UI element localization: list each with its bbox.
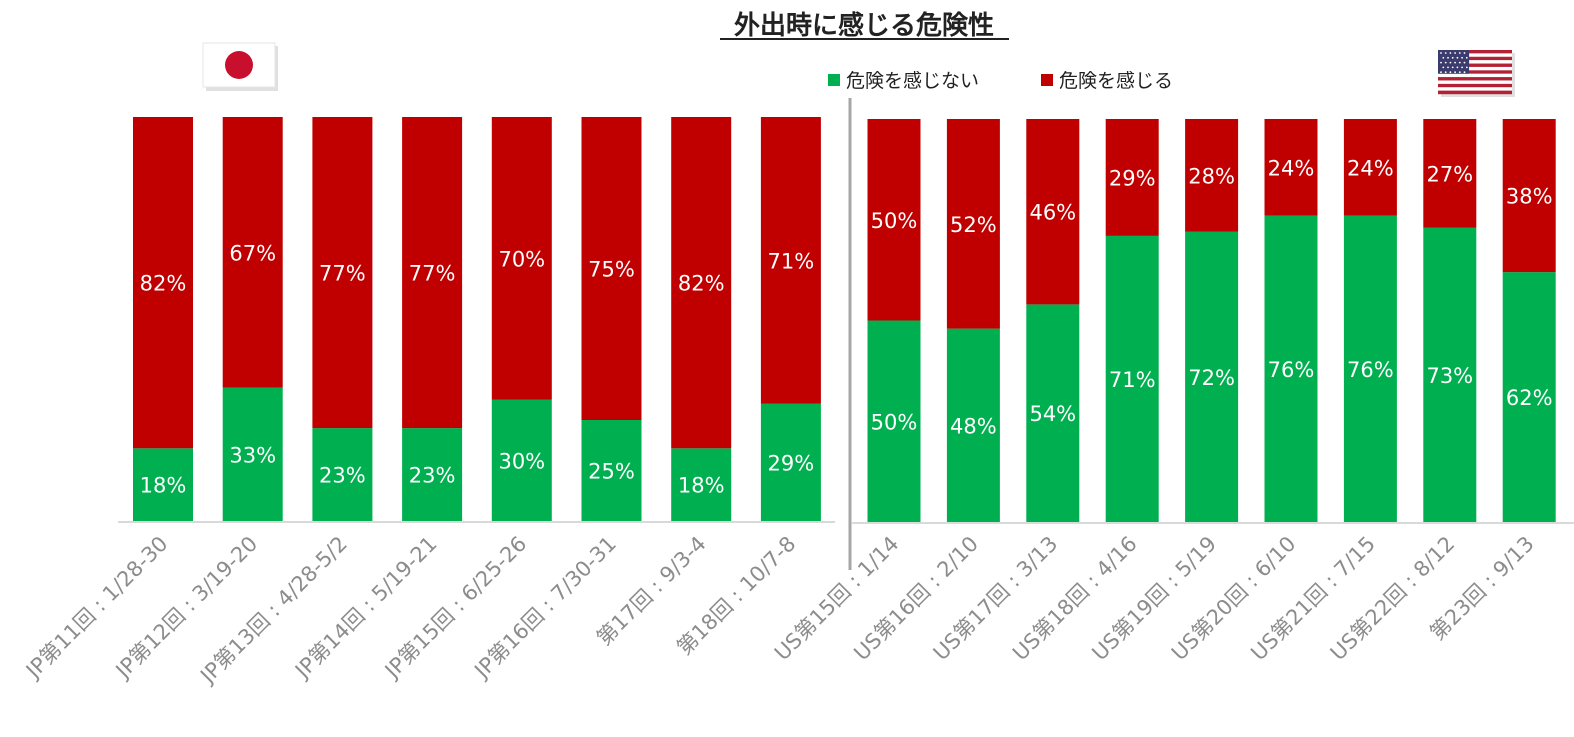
- jp-value-label-danger-2: 67%: [229, 241, 276, 265]
- chart-title: 外出時に感じる危険性: [734, 10, 994, 41]
- legend-label-danger: 危険を感じる: [1059, 70, 1173, 92]
- legend-label-not-danger: 危険を感じない: [846, 70, 979, 92]
- us-bar-not-danger-9: [1502, 272, 1556, 522]
- jp-bar-danger-2: [222, 117, 283, 388]
- jp-bar-not-danger-5: [491, 399, 552, 521]
- legend: 危険を感じない 危険を感じる: [828, 70, 1173, 92]
- jp-value-label-not-danger-7: 18%: [678, 474, 725, 498]
- japan-flag-icon: [202, 42, 278, 91]
- us-value-label-danger-7: 24%: [1347, 156, 1394, 180]
- jp-value-label-not-danger-8: 29%: [768, 451, 815, 475]
- jp-value-label-danger-7: 82%: [678, 272, 725, 296]
- jp-value-label-danger-3: 77%: [319, 262, 366, 286]
- jp-value-label-danger-5: 70%: [498, 247, 545, 271]
- us-bar-danger-5: [1185, 119, 1239, 232]
- jp-bar-not-danger-7: [671, 448, 732, 521]
- us-value-label-not-danger-4: 71%: [1109, 368, 1156, 392]
- us-bar-not-danger-6: [1264, 215, 1318, 522]
- jp-bar-not-danger-2: [222, 387, 283, 521]
- jp-bar-danger-8: [760, 117, 821, 404]
- jp-value-label-danger-4: 77%: [409, 262, 456, 286]
- us-value-label-danger-3: 46%: [1029, 201, 1076, 225]
- jp-value-label-not-danger-6: 25%: [588, 460, 635, 484]
- us-bar-danger-9: [1502, 119, 1556, 273]
- us-bar-not-danger-4: [1105, 235, 1159, 522]
- us-bar-not-danger-3: [1026, 304, 1080, 522]
- us-bar-not-danger-1: [867, 320, 921, 522]
- us-value-label-not-danger-8: 73%: [1426, 364, 1473, 388]
- usa-flag-icon: [1438, 50, 1515, 97]
- us-value-label-danger-9: 38%: [1506, 185, 1553, 209]
- us-value-label-not-danger-2: 48%: [950, 414, 997, 438]
- us-value-label-not-danger-6: 76%: [1268, 358, 1315, 382]
- us-bar-danger-3: [1026, 119, 1080, 305]
- jp-value-label-not-danger-2: 33%: [229, 443, 276, 467]
- jp-value-label-not-danger-1: 18%: [140, 474, 187, 498]
- us-value-label-danger-1: 50%: [871, 209, 918, 233]
- us-bar-not-danger-2: [946, 328, 1000, 522]
- us-bar-danger-1: [867, 119, 921, 321]
- bars-group: 18% 82% 33% 67% 23% 77% 23% 77% 30% 70% 25% 75% 18% 8…: [133, 117, 1556, 523]
- jp-bar-danger-5: [491, 117, 552, 400]
- jp-category-label-3: JP第13回 : 4/28-5/2: [195, 532, 352, 689]
- us-bar-danger-6: [1264, 119, 1318, 216]
- jp-value-label-not-danger-5: 30%: [498, 449, 545, 473]
- us-bar-danger-7: [1343, 119, 1397, 216]
- us-bar-not-danger-7: [1343, 215, 1397, 522]
- us-value-label-not-danger-9: 62%: [1506, 386, 1553, 410]
- us-bar-danger-4: [1105, 119, 1159, 236]
- jp-bar-not-danger-6: [581, 420, 642, 521]
- us-bar-not-danger-5: [1185, 231, 1239, 523]
- jp-value-label-not-danger-3: 23%: [319, 464, 366, 488]
- jp-value-label-danger-1: 82%: [140, 272, 187, 296]
- us-value-label-danger-6: 24%: [1268, 156, 1315, 180]
- us-value-label-not-danger-3: 54%: [1029, 402, 1076, 426]
- us-value-label-danger-2: 52%: [950, 213, 997, 237]
- legend-swatch-not-danger: [828, 74, 840, 86]
- jp-value-label-danger-8: 71%: [768, 249, 815, 273]
- us-value-label-not-danger-7: 76%: [1347, 358, 1394, 382]
- us-value-label-not-danger-1: 50%: [871, 410, 918, 434]
- jp-bar-danger-4: [402, 117, 463, 429]
- legend-swatch-danger: [1041, 74, 1053, 86]
- jp-bar-danger-7: [671, 117, 732, 449]
- jp-bar-not-danger-3: [312, 428, 373, 521]
- jp-bar-not-danger-8: [760, 403, 821, 521]
- us-value-label-danger-8: 27%: [1426, 162, 1473, 186]
- us-bar-not-danger-8: [1423, 227, 1477, 523]
- us-bar-danger-2: [946, 119, 1000, 329]
- us-value-label-danger-5: 28%: [1188, 164, 1235, 188]
- jp-bar-danger-1: [133, 117, 193, 449]
- jp-bar-not-danger-1: [133, 448, 193, 521]
- us-value-label-not-danger-5: 72%: [1188, 366, 1235, 390]
- jp-value-label-not-danger-4: 23%: [409, 464, 456, 488]
- us-value-label-danger-4: 29%: [1109, 166, 1156, 190]
- jp-bar-not-danger-4: [402, 428, 463, 521]
- us-bar-danger-8: [1423, 119, 1477, 228]
- jp-bar-danger-6: [581, 117, 642, 420]
- jp-bar-danger-3: [312, 117, 373, 429]
- jp-value-label-danger-6: 75%: [588, 258, 635, 282]
